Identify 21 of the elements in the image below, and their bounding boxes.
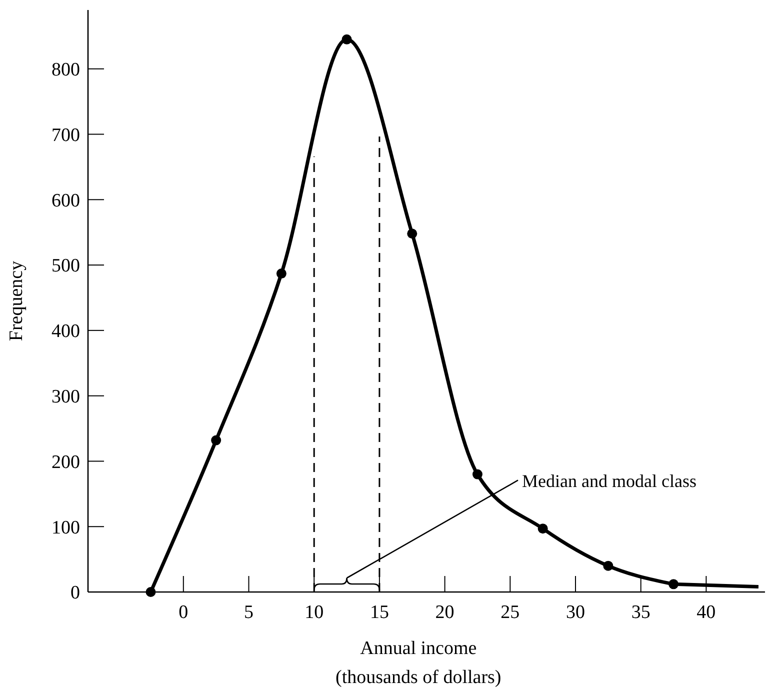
y-tick-label: 0: [70, 582, 80, 604]
y-tick-label: 500: [52, 256, 80, 277]
y-tick-label: 800: [52, 60, 80, 81]
x-tick-label: 40: [696, 602, 716, 623]
x-tick-label: 35: [631, 602, 650, 623]
x-tick-label: 5: [244, 602, 254, 623]
x-tick-label: 0: [178, 602, 188, 623]
y-tick-label: 600: [52, 190, 80, 212]
x-tick-label: 10: [304, 602, 324, 623]
y-tick-label: 300: [52, 386, 80, 408]
x-tick-label: 20: [435, 602, 454, 623]
x-axis-title: Annual income (thousands of dollars): [336, 638, 502, 688]
annotation: Median and modal class: [522, 471, 696, 492]
y-tick-label: 700: [52, 124, 80, 146]
x-tick-label: 15: [370, 602, 389, 623]
y-tick-label: 200: [52, 452, 80, 473]
y-tick-label: 100: [52, 517, 80, 538]
y-tick-label: 400: [52, 321, 80, 342]
y-axis-title: Frequency: [6, 260, 27, 342]
x-tick-label: 30: [566, 602, 585, 623]
x-tick-label: 25: [500, 602, 520, 623]
